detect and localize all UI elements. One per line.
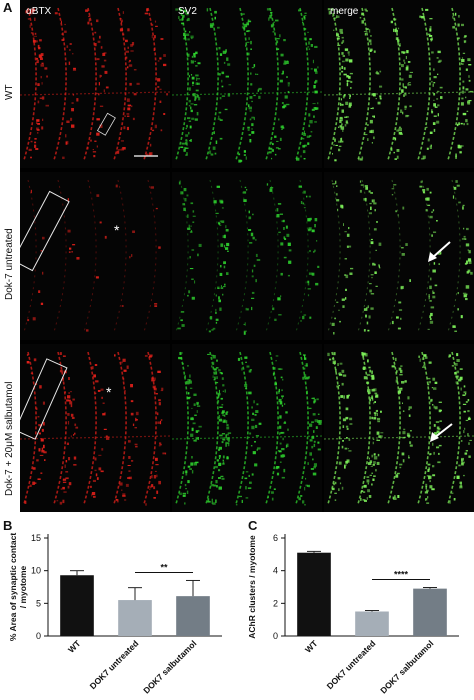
column-label-merge: merge bbox=[330, 6, 359, 17]
y-axis-label: AChR clusters / myotome bbox=[247, 535, 257, 639]
y-tick-label: 4 bbox=[273, 566, 278, 576]
image-dok7-merge bbox=[324, 172, 474, 340]
region-box bbox=[96, 112, 116, 136]
significance-label: ** bbox=[160, 562, 168, 572]
row-label-dok7-untreated: Dok-7 untreated bbox=[4, 228, 15, 300]
y-tick-label: 15 bbox=[31, 533, 41, 543]
image-salb-abtx bbox=[20, 344, 170, 512]
y-tick-label: 10 bbox=[31, 566, 41, 576]
image-wt-sv2 bbox=[172, 0, 322, 168]
image-salb-merge bbox=[324, 344, 474, 512]
arrow-head bbox=[430, 432, 439, 442]
image-wt-merge bbox=[324, 0, 474, 168]
image-wt-abtx bbox=[20, 0, 170, 168]
y-tick-label: 6 bbox=[273, 533, 278, 543]
fluorescence-pattern bbox=[20, 7, 170, 161]
bar bbox=[60, 575, 94, 636]
image-dok7-sv2 bbox=[172, 172, 322, 340]
fluorescence-pattern bbox=[23, 179, 161, 333]
panel-c-letter: C bbox=[248, 518, 258, 533]
fluorescence-pattern bbox=[172, 7, 322, 163]
y-tick-label: 0 bbox=[36, 631, 41, 641]
significance-label: **** bbox=[394, 569, 409, 579]
x-tick-label: DOK7 salbutamol bbox=[378, 638, 435, 695]
panel-b-letter: B bbox=[3, 518, 13, 533]
x-tick-label: DOK7 salbutamol bbox=[141, 638, 198, 695]
y-tick-label: 2 bbox=[273, 598, 278, 608]
bar bbox=[297, 552, 331, 636]
asterisk-marker: * bbox=[106, 384, 112, 400]
panel-a-letter: A bbox=[3, 0, 13, 15]
arrow-head bbox=[428, 252, 437, 262]
image-salb-sv2 bbox=[172, 344, 322, 512]
bar bbox=[355, 611, 389, 636]
region-box bbox=[20, 358, 68, 440]
arrow-line bbox=[433, 423, 453, 439]
fluorescence-pattern bbox=[324, 7, 474, 162]
fluorescence-pattern bbox=[172, 351, 322, 506]
bar bbox=[413, 588, 447, 636]
column-label-sv2: SV2 bbox=[178, 6, 197, 17]
bar bbox=[118, 600, 152, 636]
microscopy-grid bbox=[20, 0, 474, 512]
row-label-dok7-salbutamol: Dok-7 + 20μM salbutamol bbox=[4, 381, 15, 496]
fluorescence-pattern bbox=[324, 351, 474, 505]
bar-chart-svg: AChR clusters / myotome 0 2 4 6 WT DOK7 untrea… bbox=[247, 533, 459, 696]
x-tick-label: WT bbox=[303, 638, 320, 655]
fluorescence-pattern bbox=[327, 179, 473, 335]
region-box bbox=[20, 190, 70, 272]
x-tick-label: DOK7 untreated bbox=[88, 638, 141, 691]
bar-chart-svg: % Area of synaptic contact/ myotome 0 5 10 1… bbox=[8, 533, 222, 696]
column-label-abtx: αBTX bbox=[26, 6, 52, 17]
x-tick-label: DOK7 untreated bbox=[325, 638, 378, 691]
row-label-wt: WT bbox=[4, 84, 15, 100]
chart-b: % Area of synaptic contact/ myotome 0 5 10 1… bbox=[0, 518, 237, 700]
x-tick-label: WT bbox=[66, 638, 83, 655]
fluorescence-pattern bbox=[175, 179, 320, 335]
y-tick-label: 5 bbox=[36, 598, 41, 608]
arrow-line bbox=[431, 241, 451, 259]
fluorescence-pattern bbox=[20, 351, 170, 506]
asterisk-marker: * bbox=[114, 222, 120, 238]
y-tick-label: 0 bbox=[273, 631, 278, 641]
bar bbox=[176, 596, 210, 636]
chart-c: AChR clusters / myotome 0 2 4 6 WT DOK7 untrea… bbox=[237, 518, 474, 700]
y-axis-label: % Area of synaptic contact/ myotome bbox=[8, 533, 28, 641]
image-dok7-abtx bbox=[20, 172, 170, 340]
